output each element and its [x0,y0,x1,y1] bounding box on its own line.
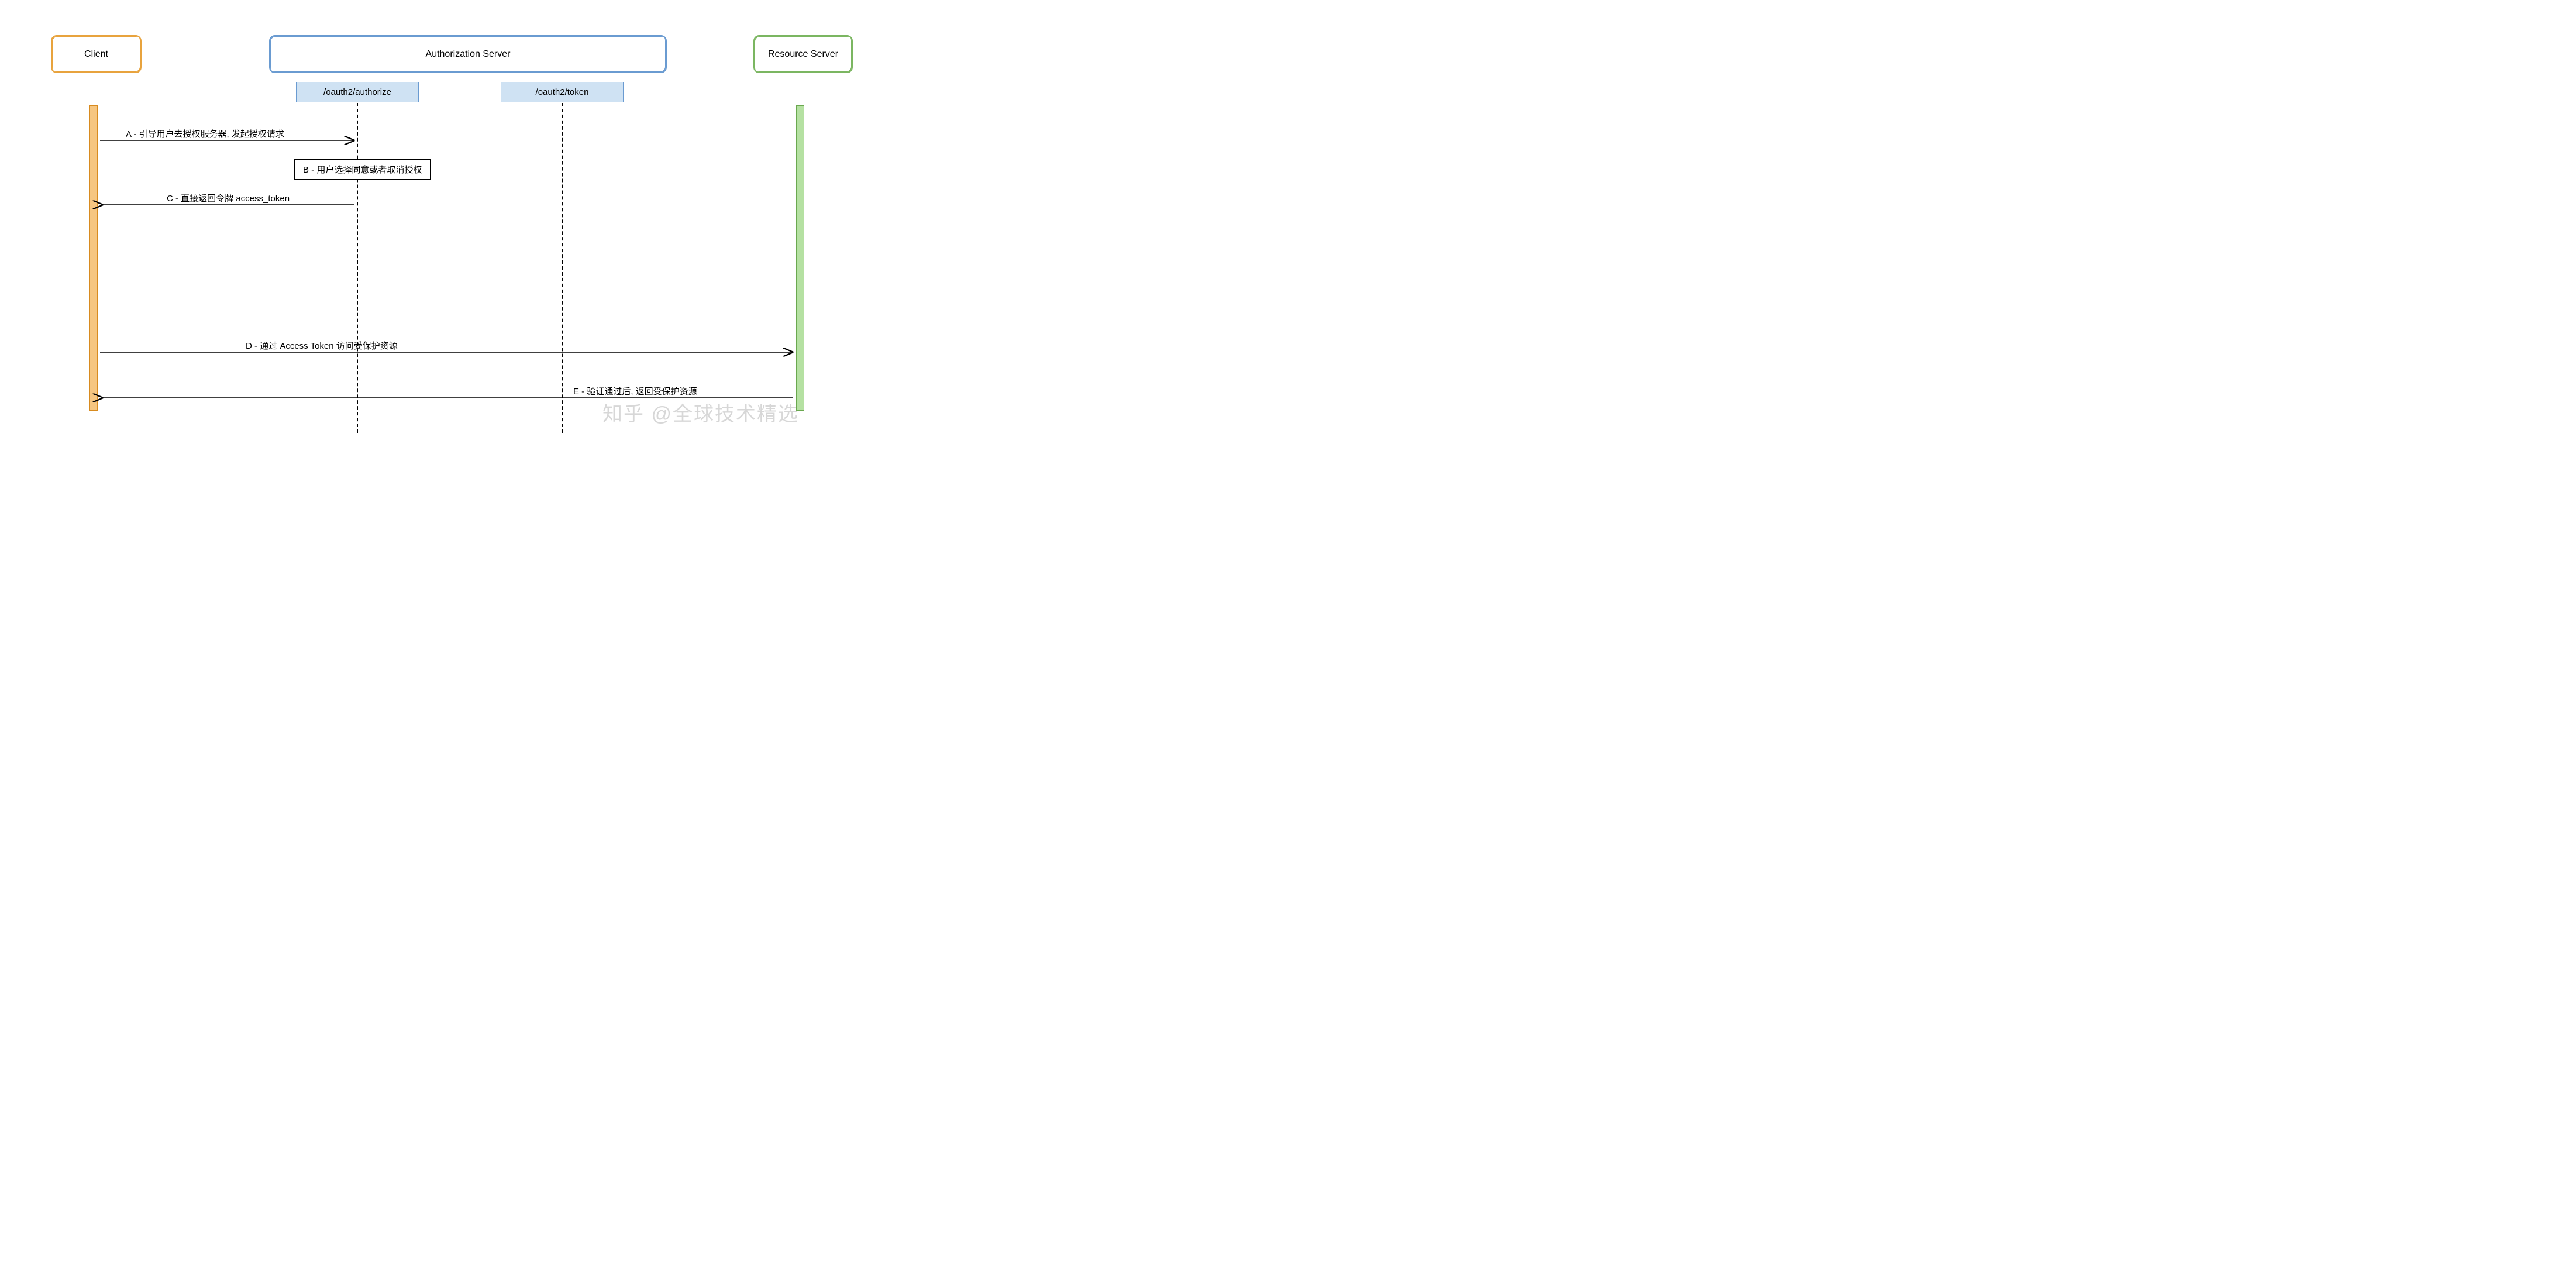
msg-a-label: A - 引导用户去授权服务器, 发起授权请求 [126,128,284,140]
endpoint-token: /oauth2/token [501,82,624,102]
msg-b-box: B - 用户选择同意或者取消授权 [294,159,431,180]
endpoint-authorize-label: /oauth2/authorize [323,87,391,97]
lifeline-resource-server [796,105,804,411]
msg-e-label: E - 验证通过后, 返回受保护资源 [573,385,697,397]
actor-auth-server-label: Authorization Server [426,49,511,60]
actor-client-label: Client [84,49,108,60]
actor-resource-server: Resource Server [753,35,853,73]
msg-b-label: B - 用户选择同意或者取消授权 [303,165,422,175]
actor-client: Client [51,35,142,73]
msg-d-label: D - 通过 Access Token 访问受保护资源 [246,339,398,352]
actor-auth-server: Authorization Server [269,35,667,73]
endpoint-authorize: /oauth2/authorize [296,82,419,102]
lifeline-client [89,105,98,411]
endpoint-token-label: /oauth2/token [536,87,589,97]
lifeline-authorize [357,103,358,433]
lifeline-token [562,103,563,433]
msg-c-label: C - 直接返回令牌 access_token [167,192,290,204]
sequence-diagram: Client Authorization Server Resource Ser… [0,0,859,422]
actor-resource-server-label: Resource Server [768,49,838,60]
watermark: 知乎 @全球技术精选 [602,398,799,426]
